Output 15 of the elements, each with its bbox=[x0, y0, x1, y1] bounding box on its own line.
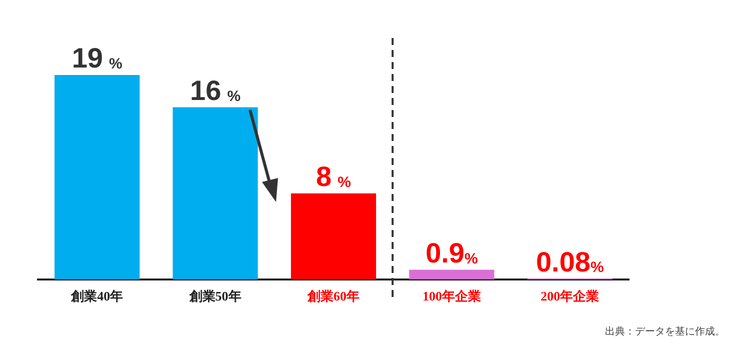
x-tick-label: 200年企業 bbox=[540, 288, 600, 304]
bar bbox=[409, 270, 494, 280]
x-tick-label: 創業60年 bbox=[306, 288, 360, 304]
x-tick-label: 創業50年 bbox=[188, 288, 242, 304]
data-label: 16% bbox=[190, 75, 241, 106]
data-label: 0.08% bbox=[536, 246, 604, 278]
data-label: 0.9% bbox=[426, 237, 478, 268]
x-tick-label: 100年企業 bbox=[422, 288, 481, 304]
source-note: 出典：データを基に作成。 bbox=[605, 326, 725, 338]
bar bbox=[290, 193, 376, 280]
bar bbox=[54, 75, 140, 280]
data-label: 8% bbox=[316, 161, 351, 192]
bar bbox=[172, 107, 258, 280]
x-tick-label: 創業40年 bbox=[70, 288, 124, 304]
data-label: 19% bbox=[72, 42, 122, 74]
